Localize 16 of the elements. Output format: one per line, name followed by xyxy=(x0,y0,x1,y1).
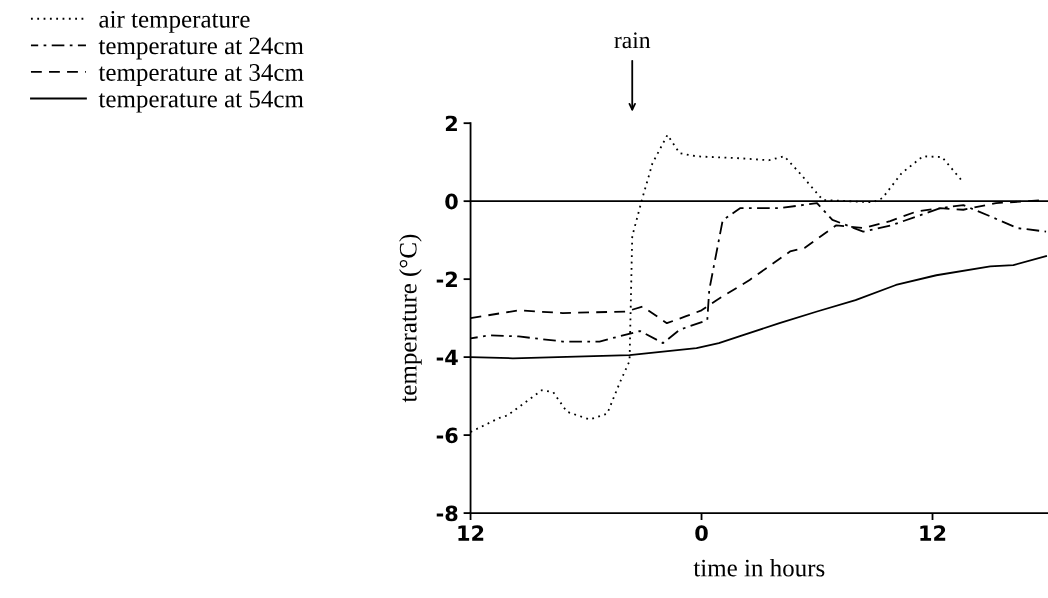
legend-label: temperature at 24cm xyxy=(98,37,304,60)
text: rain xyxy=(614,32,651,49)
y-tick-label: -2 xyxy=(436,271,457,288)
x-tick-label: 12 xyxy=(920,525,946,541)
y-axis-title: temperature (°C) xyxy=(399,234,422,403)
x-axis-title: time in hours xyxy=(693,558,825,577)
x-tick-label: 0 xyxy=(695,525,708,542)
y-tick-label: -6 xyxy=(436,427,458,444)
y-tick-label: -8 xyxy=(436,505,458,522)
legend-label: temperature at 34cm xyxy=(98,64,304,86)
y-tick-label: -4 xyxy=(436,349,458,366)
y-tick-label: 0 xyxy=(445,193,458,210)
y-tick-label: 2 xyxy=(445,115,457,132)
x-tick-label: 12 xyxy=(458,525,484,541)
legend-label: air temperature xyxy=(99,10,250,33)
legend-label: temperature at 54cm xyxy=(98,90,304,113)
